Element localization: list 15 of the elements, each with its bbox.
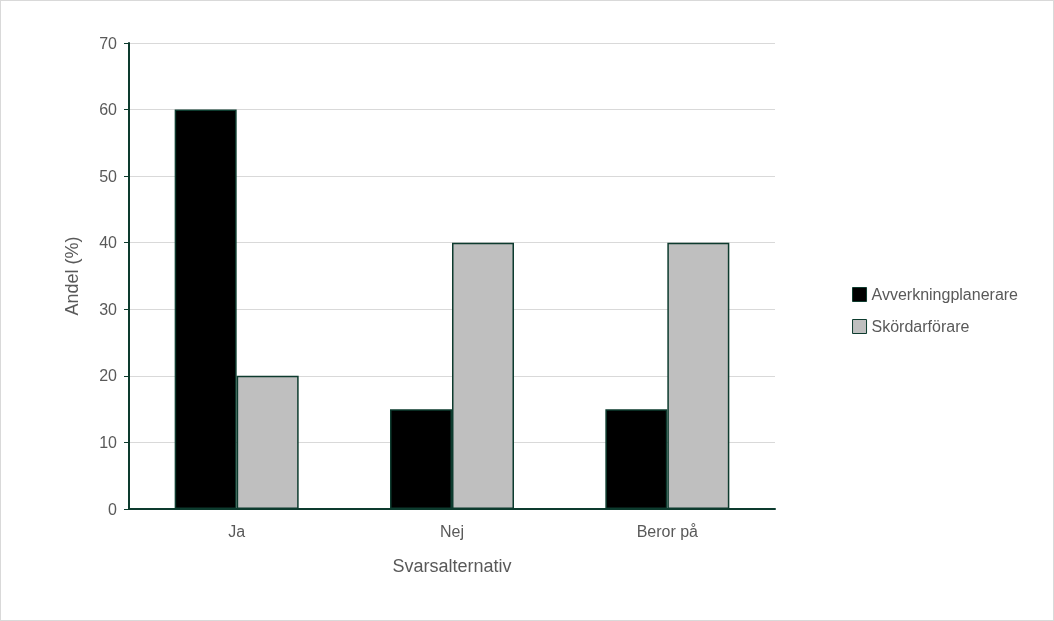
y-axis-title: Andel (%) — [62, 236, 82, 316]
y-tick-label: 0 — [108, 500, 118, 518]
legend-label: Avverkningplanerare — [871, 286, 1019, 303]
y-tick-label: 10 — [99, 433, 118, 451]
y-tick-label: 20 — [99, 367, 118, 385]
y-tick-label: 60 — [99, 101, 118, 119]
y-tick-label: 40 — [99, 234, 118, 252]
y-tick-label: 70 — [99, 34, 118, 52]
x-tick-label: Beror på — [636, 522, 699, 540]
x-axis-title: Svarsalternativ — [392, 556, 512, 576]
x-tick-label: Ja — [228, 522, 246, 540]
x-tick-label: Nej — [439, 522, 465, 540]
y-tick-label: 30 — [99, 300, 118, 318]
y-tick-label: 50 — [99, 167, 118, 185]
legend-label: Skördarförare — [871, 318, 970, 335]
